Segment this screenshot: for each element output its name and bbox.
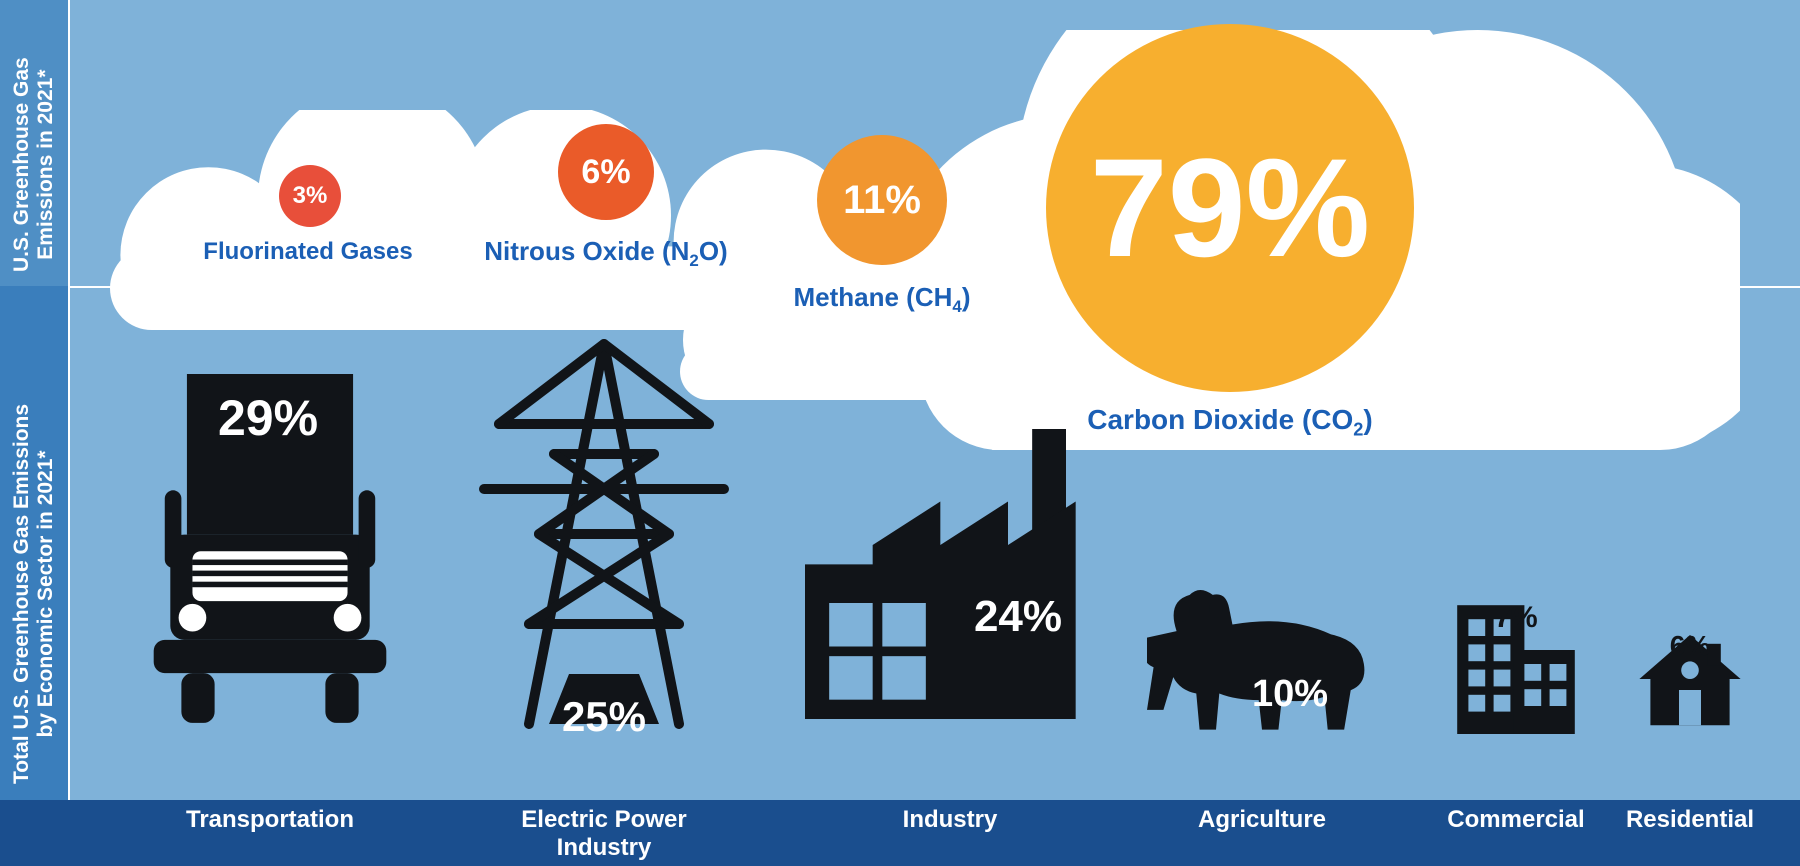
gas-label: Methane (CH4)	[682, 282, 1082, 317]
sector-pct: 24%	[938, 592, 1098, 642]
gas-bubble: 79%	[1046, 24, 1414, 392]
vertical-divider	[68, 0, 70, 800]
sector-icon-factory	[805, 414, 1095, 734]
sector-pct: 6%	[1610, 630, 1770, 662]
sector-label: Residential	[1560, 806, 1800, 834]
cloud-shape	[680, 250, 1100, 400]
sector-label: Industry	[820, 806, 1080, 834]
sector-pct: 10%	[1210, 673, 1370, 716]
gas-bubble: 11%	[817, 135, 947, 265]
side-label-bottom: Total U.S. Greenhouse Gas Emissionsby Ec…	[10, 404, 58, 784]
sector-pct: 7%	[1436, 601, 1596, 635]
gas-label: Nitrous Oxide (N2O)	[406, 236, 806, 271]
sector-label: Agriculture	[1132, 806, 1392, 834]
gas-bubble: 3%	[279, 165, 341, 227]
infographic-stage: U.S. Greenhouse GasEmissions in 2021* Tot…	[0, 0, 1800, 866]
sector-label: Electric Power Industry	[474, 806, 734, 862]
sector-label: Transportation	[140, 806, 400, 834]
sector-pct: 29%	[188, 389, 348, 447]
side-label-top: U.S. Greenhouse GasEmissions in 2021*	[10, 57, 58, 272]
sector-pct: 25%	[524, 693, 684, 741]
sector-icon-pylon	[474, 334, 734, 734]
gas-bubble: 6%	[558, 124, 654, 220]
